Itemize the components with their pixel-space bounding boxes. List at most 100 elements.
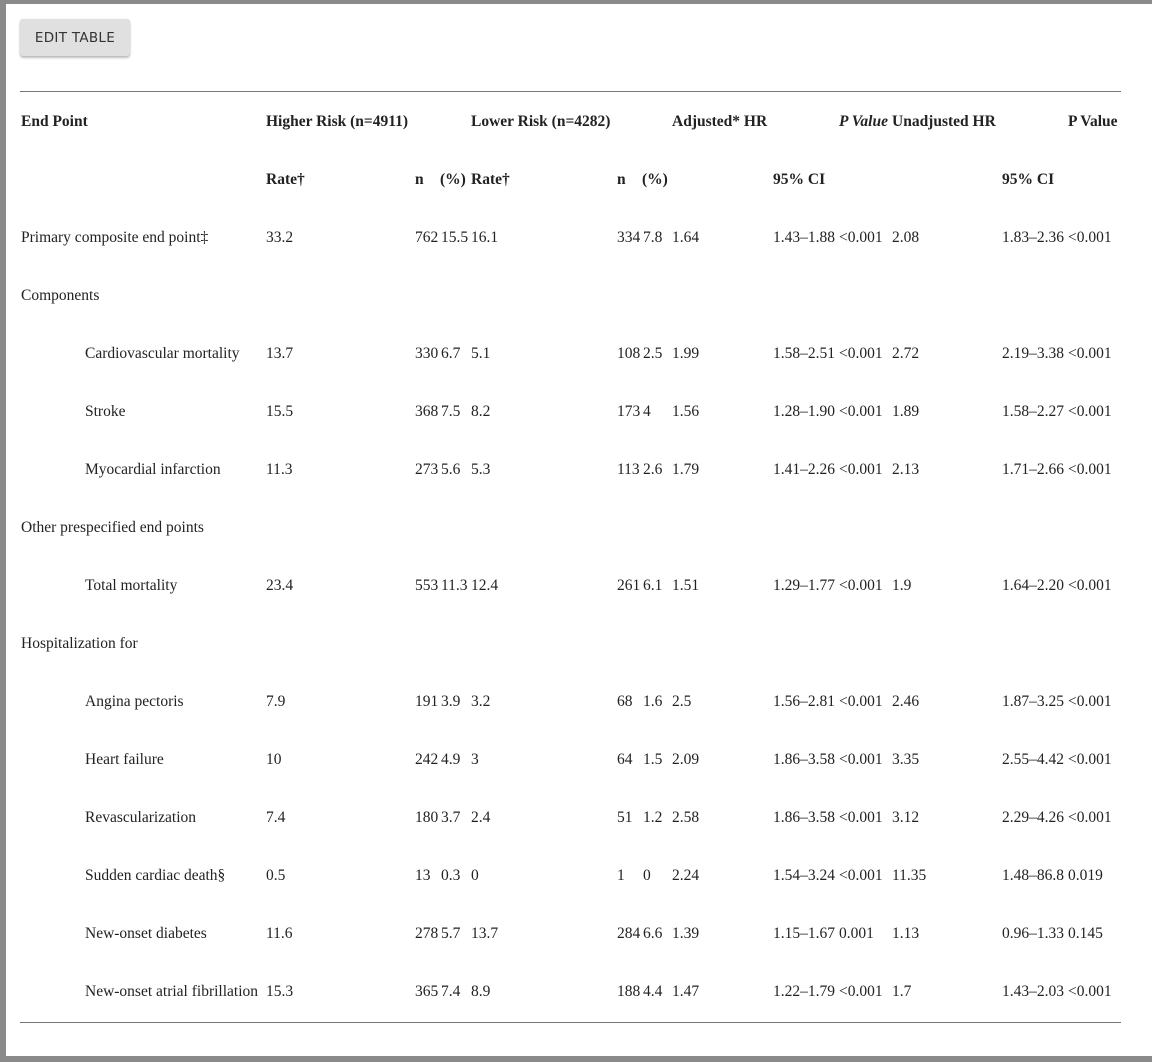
cell-unadjusted-p: <0.001 — [1068, 345, 1112, 362]
cell-adjusted-p: <0.001 — [839, 809, 883, 826]
cell-unadjusted-ci: 1.71–2.66 — [1002, 461, 1064, 478]
header-rate-higher: Rate† — [266, 171, 305, 188]
cell-pct-higher: 7.5 — [441, 403, 461, 420]
cell-unadjusted-p: <0.001 — [1068, 577, 1112, 594]
cell-unadjusted-hr: 2.46 — [892, 693, 920, 710]
cell-pct-higher: 11.3 — [441, 577, 468, 594]
cell-pct-higher: 6.7 — [441, 345, 461, 362]
cell-pct-lower: 0 — [643, 867, 651, 884]
cell-n-higher: 13 — [415, 867, 431, 884]
header-pct-lower: (%) — [642, 171, 668, 188]
cell-rate-higher: 11.6 — [266, 925, 293, 942]
cell-pct-lower: 2.5 — [643, 345, 663, 362]
cell-adjusted-p: <0.001 — [839, 403, 883, 420]
cell-pct-higher: 5.6 — [441, 461, 461, 478]
row-label-indented: Revascularization — [85, 809, 197, 826]
row-label-indented: Heart failure — [85, 751, 164, 768]
cell-unadjusted-hr: 2.08 — [892, 229, 920, 246]
cell-pct-higher: 0.3 — [441, 867, 461, 884]
cell-unadjusted-p: <0.001 — [1068, 809, 1112, 826]
cell-n-higher: 273 — [415, 461, 439, 478]
cell-adjusted-p: <0.001 — [839, 345, 883, 362]
cell-unadjusted-p: 0.145 — [1068, 925, 1103, 942]
header-pct-higher: (%) — [440, 171, 466, 188]
cell-n-higher: 330 — [415, 345, 439, 362]
cell-n-lower: 334 — [617, 229, 641, 246]
cell-pct-higher: 3.9 — [441, 693, 461, 710]
cell-rate-higher: 33.2 — [266, 229, 294, 246]
cell-unadjusted-ci: 2.19–3.38 — [1002, 345, 1064, 362]
cell-adjusted-ci: 1.86–3.58 — [773, 809, 835, 826]
cell-n-lower: 261 — [617, 577, 641, 594]
row-label-indented: Cardiovascular mortality — [85, 345, 240, 362]
header-n-lower: n — [617, 171, 626, 188]
cell-unadjusted-p: <0.001 — [1068, 983, 1112, 1000]
cell-unadjusted-p: 0.019 — [1068, 867, 1103, 884]
header-end-point: End Point — [21, 113, 88, 130]
edit-table-button[interactable]: EDIT TABLE — [20, 19, 130, 56]
cell-pct-lower: 7.8 — [643, 229, 663, 246]
cell-adjusted-ci: 1.29–1.77 — [773, 577, 835, 594]
cell-rate-lower: 8.2 — [471, 403, 491, 420]
cell-adjusted-hr: 2.5 — [672, 693, 692, 710]
cell-unadjusted-ci: 1.64–2.20 — [1002, 577, 1064, 594]
cell-unadjusted-hr: 1.7 — [892, 983, 912, 1000]
cell-unadjusted-p: <0.001 — [1068, 403, 1112, 420]
cell-rate-lower: 16.1 — [471, 229, 499, 246]
cell-adjusted-hr: 1.79 — [672, 461, 700, 478]
cell-adjusted-ci: 1.22–1.79 — [773, 983, 835, 1000]
cell-adjusted-hr: 2.09 — [672, 751, 700, 768]
header-n-higher: n — [415, 171, 424, 188]
header-lower-risk: Lower Risk (n=4282) — [471, 113, 611, 130]
cell-rate-higher: 23.4 — [266, 577, 294, 594]
cell-n-lower: 173 — [617, 403, 641, 420]
cell-n-higher: 242 — [415, 751, 439, 768]
cell-rate-higher: 7.9 — [266, 693, 286, 710]
row-label: Components — [21, 287, 100, 304]
cell-n-lower: 108 — [617, 345, 641, 362]
header-higher-risk: Higher Risk (n=4911) — [266, 113, 409, 130]
cell-rate-higher: 15.5 — [266, 403, 294, 420]
cell-unadjusted-hr: 1.9 — [892, 577, 912, 594]
cell-unadjusted-hr: 11.35 — [892, 867, 927, 884]
cell-pct-higher: 7.4 — [441, 983, 461, 1000]
cell-unadjusted-ci: 1.48–86.8 — [1002, 867, 1064, 884]
cell-n-lower: 64 — [617, 751, 633, 768]
cell-rate-lower: 0 — [471, 867, 479, 884]
row-label-indented: Angina pectoris — [85, 693, 184, 710]
header-unadjusted-hr: Unadjusted HR — [892, 113, 996, 130]
cell-n-lower: 188 — [617, 983, 641, 1000]
cell-adjusted-ci: 1.41–2.26 — [773, 461, 835, 478]
cell-adjusted-p: <0.001 — [839, 577, 883, 594]
cell-adjusted-p: 0.001 — [839, 925, 874, 942]
cell-pct-lower: 1.6 — [643, 693, 663, 710]
cell-rate-lower: 5.1 — [471, 345, 491, 362]
cell-adjusted-p: <0.001 — [839, 461, 883, 478]
cell-rate-higher: 10 — [266, 751, 282, 768]
cell-adjusted-ci: 1.15–1.67 — [773, 925, 835, 942]
cell-unadjusted-hr: 3.12 — [892, 809, 920, 826]
cell-rate-lower: 5.3 — [471, 461, 491, 478]
cell-adjusted-ci: 1.58–2.51 — [773, 345, 835, 362]
cell-rate-lower: 8.9 — [471, 983, 491, 1000]
cell-pct-lower: 1.5 — [643, 751, 663, 768]
cell-unadjusted-hr: 3.35 — [892, 751, 920, 768]
cell-unadjusted-hr: 1.13 — [892, 925, 920, 942]
cell-n-higher: 762 — [415, 229, 439, 246]
cell-adjusted-hr: 1.99 — [672, 345, 700, 362]
cell-rate-higher: 15.3 — [266, 983, 294, 1000]
cell-n-higher: 191 — [415, 693, 439, 710]
header-adjusted-hr: Adjusted* HR — [672, 113, 768, 130]
cell-adjusted-hr: 1.47 — [672, 983, 700, 1000]
cell-unadjusted-p: <0.001 — [1068, 229, 1112, 246]
cell-rate-higher: 0.5 — [266, 867, 286, 884]
cell-n-higher: 553 — [415, 577, 439, 594]
row-label: Other prespecified end points — [21, 519, 204, 536]
cell-pct-lower: 4.4 — [643, 983, 663, 1000]
cell-n-lower: 51 — [617, 809, 633, 826]
cell-pct-higher: 5.7 — [441, 925, 461, 942]
cell-adjusted-p: <0.001 — [839, 983, 883, 1000]
cell-adjusted-p: <0.001 — [839, 867, 883, 884]
cell-adjusted-hr: 1.39 — [672, 925, 700, 942]
row-label-indented: Myocardial infarction — [85, 461, 221, 478]
